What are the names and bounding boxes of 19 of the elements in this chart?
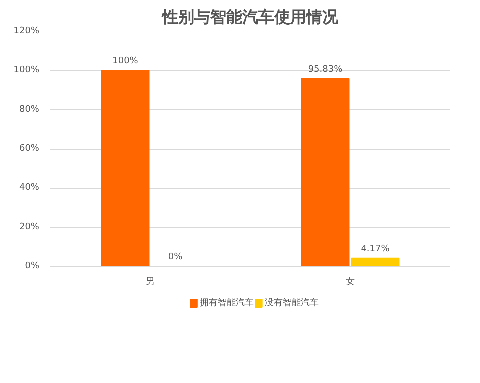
y-tick-label: 100% [14, 66, 40, 76]
chart-title: 性别与智能汽车使用情况 [162, 8, 340, 26]
x-tick-label: 男 [146, 276, 155, 288]
x-tick-label: 女 [346, 276, 355, 288]
legend-label: 拥有智能汽车 [200, 298, 254, 308]
y-tick-label: 120% [14, 26, 40, 36]
bar [101, 70, 150, 266]
data-label: 4.17% [361, 244, 390, 254]
data-label: 0% [168, 252, 184, 262]
y-tick-label: 20% [19, 222, 40, 232]
data-label: 95.83% [308, 64, 344, 75]
bar [351, 258, 400, 266]
bar [301, 78, 350, 266]
data-label: 100% [112, 56, 139, 67]
y-tick-label: 0% [25, 262, 40, 272]
y-tick-label: 80% [19, 104, 40, 115]
y-tick-label: 40% [19, 183, 40, 194]
y-tick-label: 60% [19, 144, 40, 154]
legend-label: 没有智能汽车 [264, 298, 319, 308]
